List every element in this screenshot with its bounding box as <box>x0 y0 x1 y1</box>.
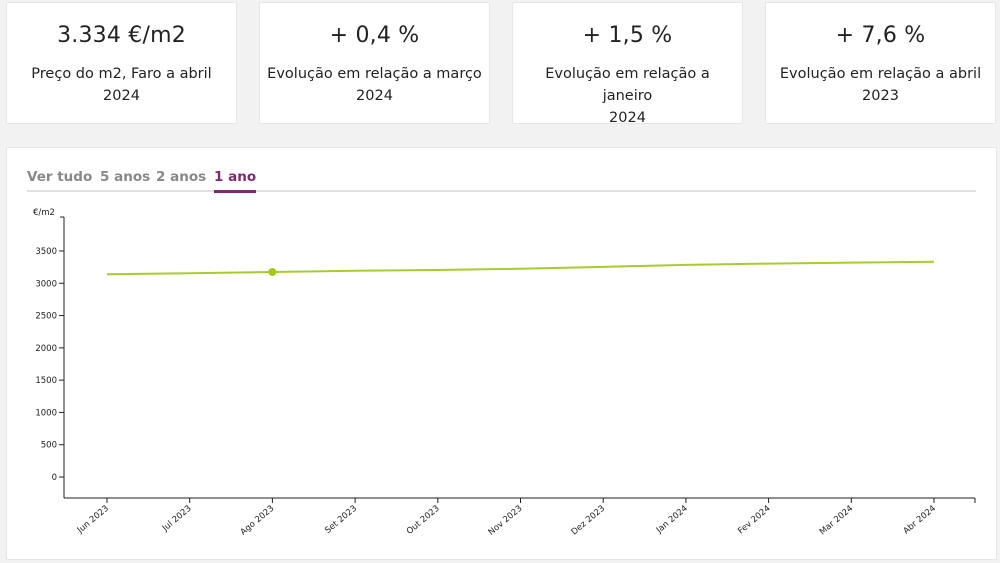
x-tick-label: Set 2023 <box>323 504 359 536</box>
kpi-label-line2: 2024 <box>609 110 646 126</box>
x-tick-label: Out 2023 <box>405 504 442 537</box>
y-tick-label: 1500 <box>35 376 57 386</box>
kpi-card-month-change: + 0,4 % Evolução em relação a março 2024 <box>259 2 490 124</box>
kpi-value: 3.334 €/m2 <box>57 23 186 48</box>
tab-1-ano[interactable]: 1 ano <box>214 168 257 193</box>
line-chart: €/m2 0 500 1000 1500 2000 2500 3000 3500 Jun 2023… <box>33 208 976 538</box>
kpi-value: + 0,4 % <box>329 23 420 48</box>
y-tick-label: 1000 <box>35 408 57 418</box>
highlighted-data-point[interactable] <box>268 267 277 276</box>
period-tabs: Ver tudo 5 anos 2 anos 1 ano <box>27 168 976 193</box>
x-tick-label: Dez 2023 <box>570 504 608 538</box>
kpi-label: Preço do m2, Faro a abril 2024 <box>13 63 230 107</box>
kpi-card-price: 3.334 €/m2 Preço do m2, Faro a abril 202… <box>6 2 237 124</box>
kpi-label-line2: 2024 <box>103 88 140 104</box>
tab-5-anos[interactable]: 5 anos <box>100 169 151 185</box>
kpi-label-line1: Preço do m2, Faro a abril <box>31 66 212 82</box>
kpi-value: + 1,5 % <box>582 23 673 48</box>
kpi-card-ytd-change: + 1,5 % Evolução em relação a janeiro 20… <box>512 2 743 126</box>
kpi-label-line2: 2024 <box>356 88 393 104</box>
kpi-label-line2: 2023 <box>862 88 899 104</box>
y-tick-label: 0 <box>52 473 57 483</box>
kpi-label-line1: Evolução em relação a março <box>267 66 482 82</box>
kpi-value: + 7,6 % <box>835 23 926 48</box>
y-tick-label: 3000 <box>35 279 57 289</box>
x-tick-label: Fev 2024 <box>736 504 772 537</box>
kpi-label: Evolução em relação a janeiro 2024 <box>519 63 736 129</box>
kpi-label-line1: Evolução em relação a janeiro <box>545 66 710 104</box>
y-tick-label: 2500 <box>35 312 57 322</box>
kpi-label: Evolução em relação a abril 2023 <box>772 63 989 107</box>
tab-ver-tudo[interactable]: Ver tudo <box>27 169 93 185</box>
kpi-label-line1: Evolução em relação a abril <box>779 66 982 82</box>
tab-2-anos[interactable]: 2 anos <box>156 169 207 185</box>
price-line <box>106 260 935 276</box>
y-tick-label: 2000 <box>35 344 57 354</box>
x-tick-label: Jun 2023 <box>75 504 111 536</box>
kpi-row: 3.334 €/m2 Preço do m2, Faro a abril 202… <box>0 2 1000 126</box>
y-tick-label: 500 <box>41 441 57 451</box>
chart-panel: Ver tudo 5 anos 2 anos 1 ano €/m2 0 500 100… <box>6 147 997 560</box>
kpi-label: Evolução em relação a março 2024 <box>266 63 483 107</box>
x-tick-label: Mar 2024 <box>818 504 855 538</box>
x-tick-label: Nov 2023 <box>487 504 525 538</box>
kpi-card-year-change: + 7,6 % Evolução em relação a abril 2023 <box>765 2 996 124</box>
y-axis-label: €/m2 <box>33 208 55 218</box>
x-tick-label: Jul 2023 <box>160 504 194 535</box>
x-tick-label: Ago 2023 <box>239 504 277 538</box>
y-tick-label: 3500 <box>35 247 57 257</box>
x-tick-label: Abr 2024 <box>902 504 938 537</box>
x-tick-label: Jan 2024 <box>654 504 690 536</box>
